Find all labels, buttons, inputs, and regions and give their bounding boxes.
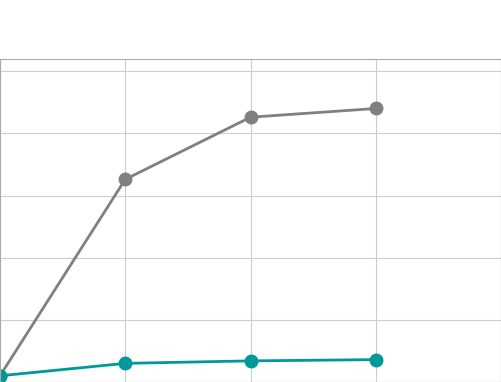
Line: CoffeeMax 0.5%: CoffeeMax 0.5% bbox=[0, 353, 382, 382]
No enzyme bbox=[0, 374, 3, 378]
CoffeeMax 0.5% bbox=[247, 359, 254, 363]
No enzyme bbox=[247, 115, 254, 120]
Line: No enzyme: No enzyme bbox=[0, 102, 382, 382]
CoffeeMax 0.5% bbox=[0, 374, 3, 378]
CoffeeMax 0.5% bbox=[122, 361, 128, 366]
CoffeeMax 0.5% bbox=[373, 357, 379, 362]
No enzyme bbox=[122, 177, 128, 182]
No enzyme bbox=[373, 106, 379, 111]
Text: Improve shelf life with maintained low turbidity: Improve shelf life with maintained low t… bbox=[8, 20, 493, 38]
